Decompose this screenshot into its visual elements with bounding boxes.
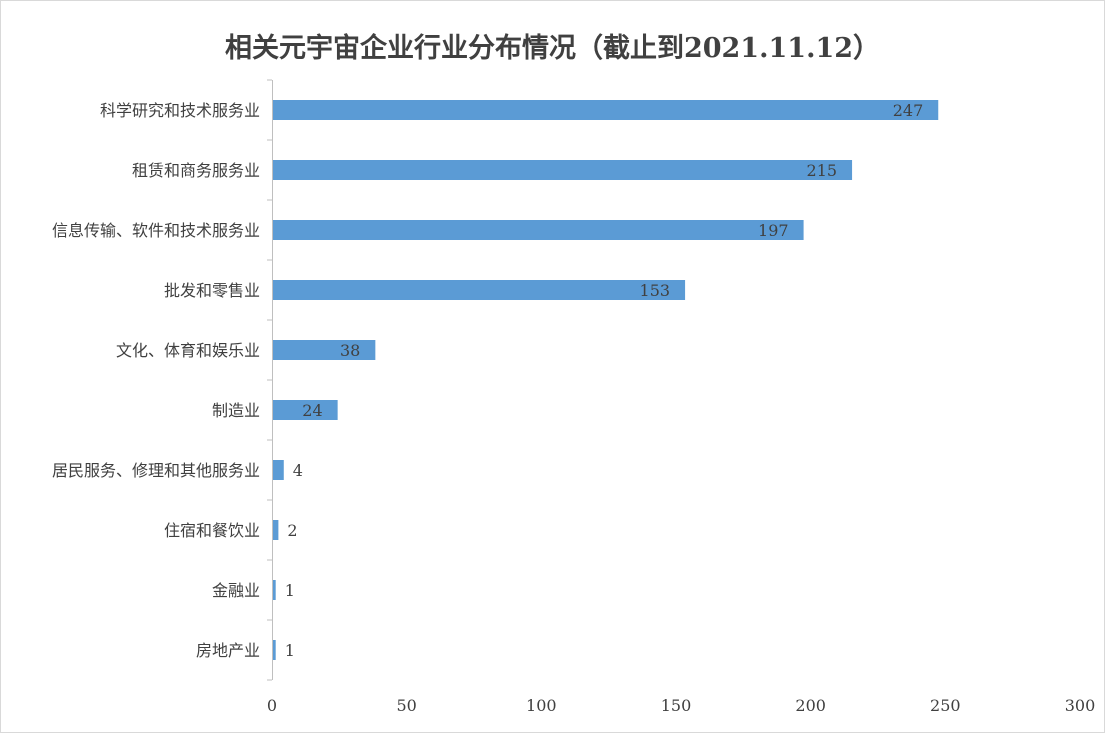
x-tick-label: 200: [795, 696, 826, 715]
x-tick-label: 300: [1065, 696, 1096, 715]
data-label: 38: [340, 341, 360, 360]
bar: [273, 520, 279, 540]
category-label: 信息传输、软件和技术服务业: [52, 221, 260, 240]
data-label: 2: [287, 521, 297, 540]
data-label: 4: [293, 461, 303, 480]
data-label: 153: [640, 281, 671, 300]
category-label: 租赁和商务服务业: [132, 161, 260, 180]
x-tick-label: 0: [267, 696, 277, 715]
bar: [273, 220, 804, 240]
x-tick-label: 100: [526, 696, 557, 715]
data-label: 215: [807, 161, 838, 180]
x-tick-label: 50: [396, 696, 416, 715]
category-label: 文化、体育和娱乐业: [116, 341, 260, 360]
bar: [273, 100, 939, 120]
x-tick-label: 250: [930, 696, 961, 715]
x-tick-label: 150: [661, 696, 692, 715]
bar: [273, 400, 338, 420]
bar: [273, 580, 276, 600]
bar: [273, 340, 376, 360]
category-label: 住宿和餐饮业: [164, 521, 260, 540]
category-label: 制造业: [212, 401, 260, 420]
category-label: 居民服务、修理和其他服务业: [52, 461, 260, 480]
bar: [273, 160, 853, 180]
data-label: 1: [285, 641, 295, 660]
data-label: 197: [758, 221, 789, 240]
bar: [273, 280, 686, 300]
category-label: 科学研究和技术服务业: [100, 101, 260, 120]
bar: [273, 640, 276, 660]
data-label: 1: [285, 581, 295, 600]
category-label: 金融业: [212, 581, 260, 600]
plot-area: 科学研究和技术服务业 247 租赁和商务服务业 215 信息传输、软件和技术服务业 197…: [52, 79, 1096, 715]
bar: [273, 460, 284, 480]
category-label: 房地产业: [196, 641, 260, 660]
data-label: 247: [893, 101, 924, 120]
category-label: 批发和零售业: [164, 281, 260, 300]
data-label: 24: [302, 401, 322, 420]
chart-title: 相关元宇宙企业行业分布情况（截止到2021.11.12）: [224, 33, 881, 64]
